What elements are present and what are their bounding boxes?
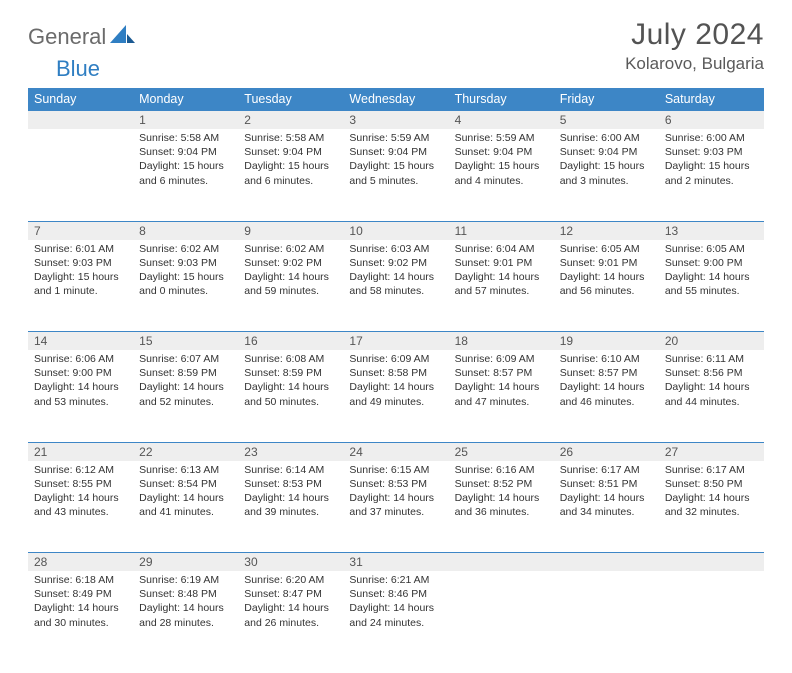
weekday-header: Saturday <box>659 88 764 111</box>
day-number: 9 <box>238 222 343 240</box>
logo-sail-icon <box>110 25 136 50</box>
calendar-table: SundayMondayTuesdayWednesdayThursdayFrid… <box>28 88 764 663</box>
day-number: 14 <box>28 332 133 350</box>
day-number: 4 <box>449 111 554 129</box>
logo-text-1: General <box>28 24 106 50</box>
day-number: 16 <box>238 332 343 350</box>
location: Kolarovo, Bulgaria <box>625 54 764 74</box>
day-number: 26 <box>554 443 659 461</box>
day-cell: Sunrise: 6:14 AMSunset: 8:53 PMDaylight:… <box>238 461 343 524</box>
day-cell: Sunrise: 6:19 AMSunset: 8:48 PMDaylight:… <box>133 571 238 634</box>
weekday-header: Friday <box>554 88 659 111</box>
weekday-header: Thursday <box>449 88 554 111</box>
day-number: 2 <box>238 111 343 129</box>
day-cell: Sunrise: 6:09 AMSunset: 8:57 PMDaylight:… <box>449 350 554 413</box>
day-number: 5 <box>554 111 659 129</box>
day-number: 15 <box>133 332 238 350</box>
day-cell: Sunrise: 5:58 AMSunset: 9:04 PMDaylight:… <box>133 129 238 192</box>
day-cell: Sunrise: 6:21 AMSunset: 8:46 PMDaylight:… <box>343 571 448 634</box>
weekday-header: Sunday <box>28 88 133 111</box>
day-cell: Sunrise: 6:03 AMSunset: 9:02 PMDaylight:… <box>343 240 448 303</box>
day-cell: Sunrise: 6:06 AMSunset: 9:00 PMDaylight:… <box>28 350 133 413</box>
day-number: 11 <box>449 222 554 240</box>
day-number: 27 <box>659 443 764 461</box>
day-number: 12 <box>554 222 659 240</box>
day-number: 13 <box>659 222 764 240</box>
day-cell: Sunrise: 6:01 AMSunset: 9:03 PMDaylight:… <box>28 240 133 303</box>
day-number: 29 <box>133 553 238 571</box>
day-cell: Sunrise: 6:15 AMSunset: 8:53 PMDaylight:… <box>343 461 448 524</box>
day-cell: Sunrise: 6:12 AMSunset: 8:55 PMDaylight:… <box>28 461 133 524</box>
day-number: 23 <box>238 443 343 461</box>
day-number: 21 <box>28 443 133 461</box>
day-cell: Sunrise: 6:13 AMSunset: 8:54 PMDaylight:… <box>133 461 238 524</box>
day-cell: Sunrise: 6:00 AMSunset: 9:04 PMDaylight:… <box>554 129 659 192</box>
day-number: 17 <box>343 332 448 350</box>
month-title: July 2024 <box>625 18 764 52</box>
day-cell: Sunrise: 5:58 AMSunset: 9:04 PMDaylight:… <box>238 129 343 192</box>
day-cell: Sunrise: 6:18 AMSunset: 8:49 PMDaylight:… <box>28 571 133 634</box>
day-number: 20 <box>659 332 764 350</box>
day-cell: Sunrise: 6:10 AMSunset: 8:57 PMDaylight:… <box>554 350 659 413</box>
logo: General <box>28 24 138 50</box>
day-number: 8 <box>133 222 238 240</box>
day-number: 22 <box>133 443 238 461</box>
day-number: 10 <box>343 222 448 240</box>
day-number: 6 <box>659 111 764 129</box>
day-cell: Sunrise: 6:05 AMSunset: 9:01 PMDaylight:… <box>554 240 659 303</box>
day-cell: Sunrise: 6:07 AMSunset: 8:59 PMDaylight:… <box>133 350 238 413</box>
weekday-header: Wednesday <box>343 88 448 111</box>
day-number: 24 <box>343 443 448 461</box>
day-number: 25 <box>449 443 554 461</box>
day-cell: Sunrise: 6:00 AMSunset: 9:03 PMDaylight:… <box>659 129 764 192</box>
day-cell: Sunrise: 6:02 AMSunset: 9:02 PMDaylight:… <box>238 240 343 303</box>
day-cell: Sunrise: 6:11 AMSunset: 8:56 PMDaylight:… <box>659 350 764 413</box>
day-cell: Sunrise: 5:59 AMSunset: 9:04 PMDaylight:… <box>343 129 448 192</box>
weekday-header: Monday <box>133 88 238 111</box>
day-cell: Sunrise: 6:05 AMSunset: 9:00 PMDaylight:… <box>659 240 764 303</box>
day-cell: Sunrise: 6:16 AMSunset: 8:52 PMDaylight:… <box>449 461 554 524</box>
day-number: 3 <box>343 111 448 129</box>
day-number: 28 <box>28 553 133 571</box>
logo-text-2: Blue <box>56 56 100 82</box>
day-number: 7 <box>28 222 133 240</box>
day-number: 30 <box>238 553 343 571</box>
day-number: 1 <box>133 111 238 129</box>
day-cell: Sunrise: 6:08 AMSunset: 8:59 PMDaylight:… <box>238 350 343 413</box>
day-cell: Sunrise: 6:04 AMSunset: 9:01 PMDaylight:… <box>449 240 554 303</box>
day-number: 18 <box>449 332 554 350</box>
weekday-header: Tuesday <box>238 88 343 111</box>
day-cell: Sunrise: 5:59 AMSunset: 9:04 PMDaylight:… <box>449 129 554 192</box>
day-cell: Sunrise: 6:17 AMSunset: 8:50 PMDaylight:… <box>659 461 764 524</box>
day-number: 19 <box>554 332 659 350</box>
day-cell: Sunrise: 6:20 AMSunset: 8:47 PMDaylight:… <box>238 571 343 634</box>
day-number: 31 <box>343 553 448 571</box>
day-cell: Sunrise: 6:02 AMSunset: 9:03 PMDaylight:… <box>133 240 238 303</box>
day-cell: Sunrise: 6:17 AMSunset: 8:51 PMDaylight:… <box>554 461 659 524</box>
weekday-header-row: SundayMondayTuesdayWednesdayThursdayFrid… <box>28 88 764 111</box>
day-cell: Sunrise: 6:09 AMSunset: 8:58 PMDaylight:… <box>343 350 448 413</box>
